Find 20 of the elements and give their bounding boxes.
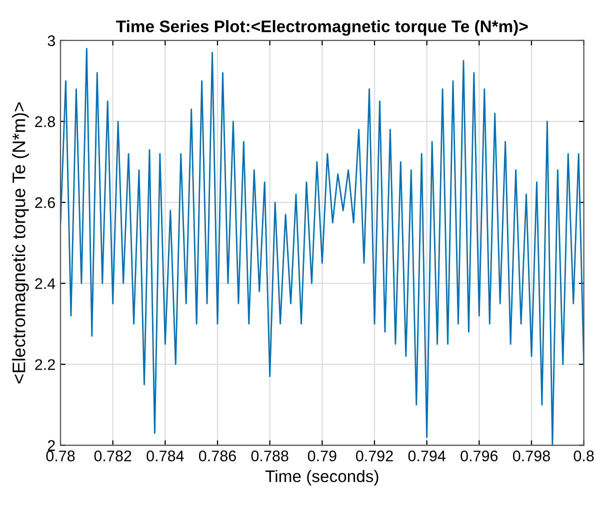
x-tick-label: 0.79 xyxy=(308,450,336,462)
x-axis-title: Time (seconds) xyxy=(265,470,378,486)
y-tick-label: 2.8 xyxy=(35,116,55,128)
x-tick-label: 0.794 xyxy=(408,450,446,462)
x-tick-label: 0.798 xyxy=(512,450,550,462)
x-tick-label: 0.78 xyxy=(46,450,75,462)
y-tick-label: 2.6 xyxy=(35,197,55,208)
y-axis-title: <Electromagnetic torque Te (N*m)> xyxy=(12,102,29,384)
x-tick-label: 0.786 xyxy=(198,450,236,462)
y-tick-label: 2 xyxy=(48,440,55,451)
x-tick-label: 0.792 xyxy=(356,450,393,462)
x-tick-label: 0.8 xyxy=(574,450,594,462)
y-tick-label: 2.2 xyxy=(35,359,55,370)
chart-title: Time Series Plot:<Electromagnetic torque Te (N*m)> xyxy=(116,20,528,36)
x-tick-label: 0.782 xyxy=(94,450,132,462)
x-tick-label: 0.784 xyxy=(146,450,184,462)
y-tick-label: 2.4 xyxy=(35,278,56,289)
x-tick-label: 0.788 xyxy=(251,450,288,462)
y-tick-label: 3 xyxy=(48,35,55,46)
x-tick-label: 0.796 xyxy=(460,450,498,462)
